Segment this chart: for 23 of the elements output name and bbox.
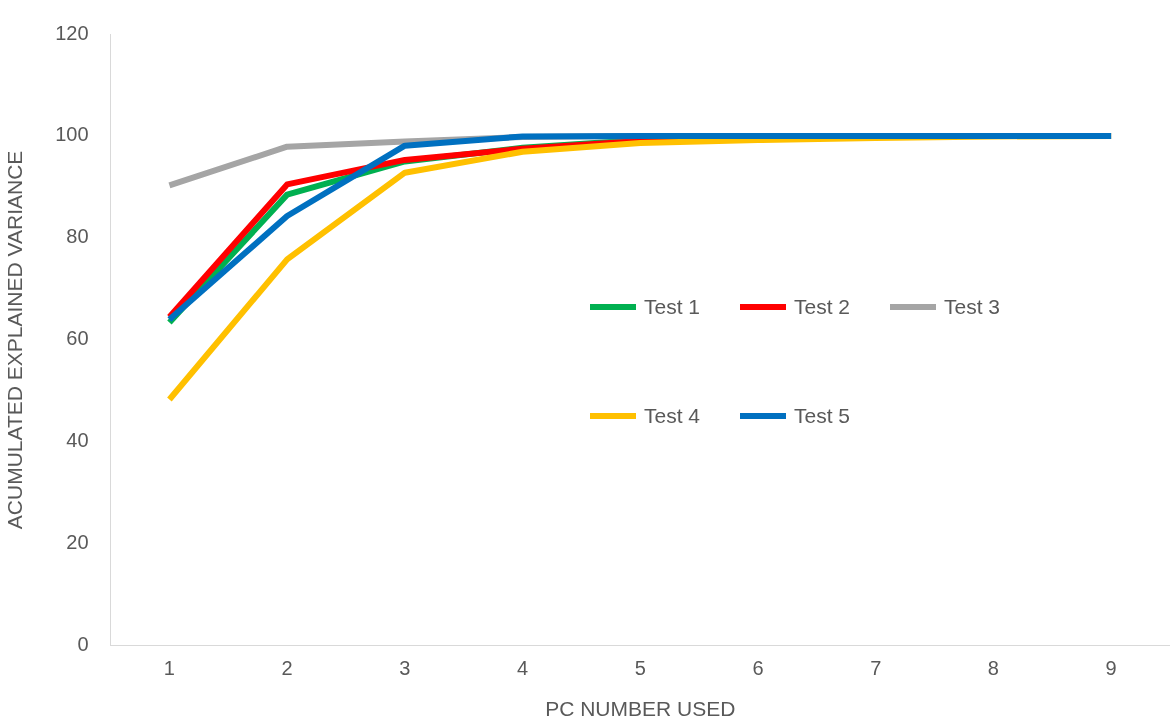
x-tick-label: 3	[399, 657, 411, 680]
legend-label: Test 2	[794, 295, 851, 319]
legend-label: Test 3	[944, 295, 1001, 319]
legend-label: Test 4	[644, 404, 701, 428]
x-tick-label: 8	[987, 657, 999, 680]
x-tick-label: 4	[517, 657, 529, 680]
x-tick-label: 2	[281, 657, 293, 680]
y-tick-label: 40	[66, 429, 89, 452]
x-tick-label: 6	[752, 657, 764, 680]
y-tick-label: 100	[55, 123, 89, 146]
x-tick-label: 9	[1105, 657, 1117, 680]
y-tick-label: 120	[55, 21, 89, 44]
x-tick-label: 1	[163, 657, 175, 680]
legend-label: Test 5	[794, 404, 851, 428]
legend-label: Test 1	[644, 295, 701, 319]
y-tick-label: 80	[66, 225, 89, 248]
x-axis-title: PC NUMBER USED	[545, 697, 736, 721]
x-tick-label: 5	[634, 657, 646, 680]
y-axis-title: ACUMULATED EXPLAINED VARIANCE	[3, 150, 27, 530]
y-tick-label: 60	[66, 327, 89, 350]
x-tick-label: 7	[870, 657, 882, 680]
y-tick-label: 20	[66, 531, 89, 554]
y-tick-label: 0	[77, 633, 89, 656]
